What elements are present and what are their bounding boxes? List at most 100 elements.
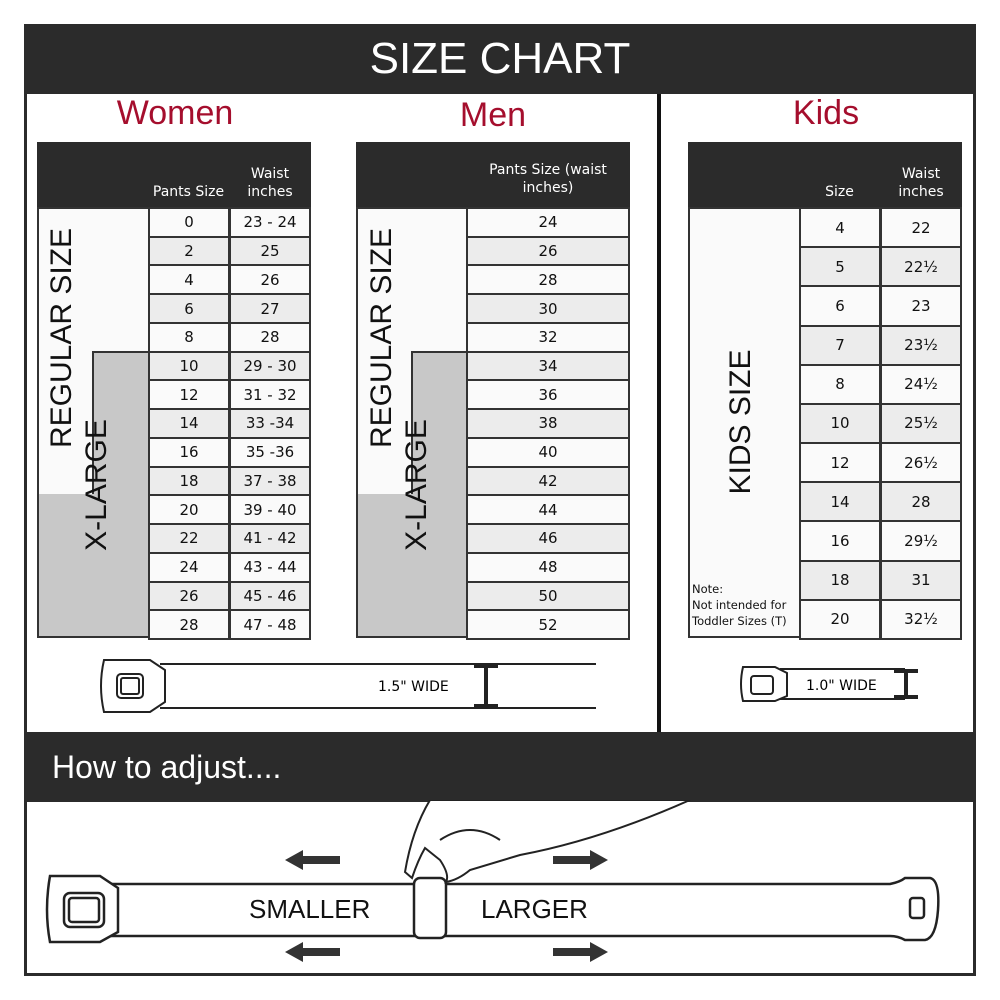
women-col-pants: Pants Size xyxy=(148,142,229,207)
larger-label: LARGER xyxy=(481,894,588,924)
note-text: Not intended for Toddler Sizes (T) xyxy=(692,598,787,628)
note-title: Note: xyxy=(692,582,724,596)
men-pants-size-cell: 32 xyxy=(466,321,630,353)
kids-size-cell: 6 xyxy=(799,285,881,327)
divider xyxy=(657,94,661,732)
men-pants-size-cell: 30 xyxy=(466,293,630,324)
women-waist-cell: 37 - 38 xyxy=(229,465,311,497)
men-pants-size-cell: 36 xyxy=(466,379,630,411)
men-xlarge-label: X-LARGE xyxy=(400,419,433,551)
kids-waist-cell: 31 xyxy=(880,559,962,601)
kids-belt-width: 1.0" WIDE xyxy=(806,678,877,694)
women-pants-size-cell: 0 xyxy=(148,207,230,238)
kids-note: Note: Not intended for Toddler Sizes (T) xyxy=(692,581,800,629)
women-waist-cell: 26 xyxy=(229,264,311,296)
kids-size-label: KIDS SIZE xyxy=(724,349,757,495)
women-waist-cell: 41 - 42 xyxy=(229,523,311,554)
arrow-right-icon xyxy=(553,850,608,870)
women-pants-size-cell: 20 xyxy=(148,494,230,526)
kids-waist-cell: 23 xyxy=(880,285,962,327)
kids-heading: Kids xyxy=(792,94,860,132)
kids-size-cell: 7 xyxy=(799,324,881,366)
women-waist-cell: 29 - 30 xyxy=(229,350,311,382)
women-pants-size-cell: 26 xyxy=(148,580,230,612)
women-pants-size-cell: 28 xyxy=(148,609,230,640)
kids-waist-cell: 22½ xyxy=(880,246,962,288)
belt-illustrations xyxy=(100,659,918,713)
men-pants-size-cell: 28 xyxy=(466,264,630,296)
kids-waist-cell: 24½ xyxy=(880,363,962,405)
kids-waist-cell: 28 xyxy=(880,481,962,523)
women-regular-label: REGULAR SIZE xyxy=(45,227,78,448)
men-col-pants: Pants Size (waist inches) xyxy=(466,142,630,207)
women-waist-cell: 23 - 24 xyxy=(229,207,311,238)
women-pants-size-cell: 18 xyxy=(148,465,230,497)
kids-waist-cell: 25½ xyxy=(880,402,962,445)
kids-size-cell: 8 xyxy=(799,363,881,405)
kids-waist-cell: 29½ xyxy=(880,520,962,562)
men-pants-size-cell: 48 xyxy=(466,551,630,583)
men-pants-size-cell: 50 xyxy=(466,580,630,612)
arrow-left-icon xyxy=(285,942,340,962)
adjust-illustration xyxy=(45,800,940,962)
women-pants-size-cell: 12 xyxy=(148,379,230,411)
men-pants-size-cell: 34 xyxy=(466,350,630,382)
women-pants-size-cell: 2 xyxy=(148,235,230,267)
kids-size-cell: 20 xyxy=(799,598,881,640)
kids-size-cell: 10 xyxy=(799,402,881,445)
adult-belt-width: 1.5" WIDE xyxy=(378,679,449,695)
women-pants-size-cell: 8 xyxy=(148,321,230,353)
women-waist-cell: 28 xyxy=(229,321,311,353)
women-col-waist: Waist inches xyxy=(229,142,311,207)
adjust-heading: How to adjust.... xyxy=(24,732,976,802)
women-waist-cell: 35 -36 xyxy=(229,436,311,468)
kids-col-size: Size xyxy=(799,142,880,207)
women-waist-cell: 33 -34 xyxy=(229,408,311,439)
women-waist-cell: 45 - 46 xyxy=(229,580,311,612)
women-waist-cell: 27 xyxy=(229,293,311,324)
kids-size-cell: 5 xyxy=(799,246,881,288)
kids-waist-cell: 32½ xyxy=(880,598,962,640)
kids-waist-cell: 22 xyxy=(880,207,962,249)
men-pants-size-cell: 46 xyxy=(466,523,630,554)
men-pants-size-cell: 26 xyxy=(466,235,630,267)
women-pants-size-cell: 22 xyxy=(148,523,230,554)
hand-icon xyxy=(403,800,691,884)
men-xlarge-panel-lower xyxy=(356,494,468,638)
kids-size-cell: 4 xyxy=(799,207,881,249)
women-waist-cell: 25 xyxy=(229,235,311,267)
women-pants-size-cell: 16 xyxy=(148,436,230,468)
men-pants-size-cell: 24 xyxy=(466,207,630,238)
arrow-left-icon xyxy=(285,850,340,870)
belt-icon-kids xyxy=(740,666,918,702)
women-pants-size-cell: 24 xyxy=(148,551,230,583)
men-regular-label: REGULAR SIZE xyxy=(365,227,398,448)
women-waist-cell: 43 - 44 xyxy=(229,551,311,583)
men-pants-size-cell: 52 xyxy=(466,609,630,640)
women-heading: Women xyxy=(116,94,234,132)
kids-size-cell: 16 xyxy=(799,520,881,562)
belt-icon-large xyxy=(45,874,940,944)
kids-waist-cell: 23½ xyxy=(880,324,962,366)
men-pants-size-cell: 42 xyxy=(466,465,630,497)
women-pants-size-cell: 4 xyxy=(148,264,230,296)
kids-waist-cell: 26½ xyxy=(880,442,962,484)
men-pants-size-cell: 38 xyxy=(466,408,630,439)
kids-size-cell: 14 xyxy=(799,481,881,523)
kids-col-waist: Waist inches xyxy=(880,142,962,207)
kids-size-cell: 12 xyxy=(799,442,881,484)
smaller-label: SMALLER xyxy=(249,894,371,924)
belt-icon-adult xyxy=(100,659,596,713)
women-waist-cell: 39 - 40 xyxy=(229,494,311,526)
arrow-right-icon xyxy=(553,942,608,962)
women-waist-cell: 31 - 32 xyxy=(229,379,311,411)
women-pants-size-cell: 14 xyxy=(148,408,230,439)
women-waist-cell: 47 - 48 xyxy=(229,609,311,640)
men-heading: Men xyxy=(459,96,527,134)
women-xlarge-label: X-LARGE xyxy=(80,419,113,551)
women-pants-size-cell: 6 xyxy=(148,293,230,324)
men-pants-size-cell: 44 xyxy=(466,494,630,526)
kids-size-cell: 18 xyxy=(799,559,881,601)
page-title: SIZE CHART xyxy=(24,24,976,94)
men-pants-size-cell: 40 xyxy=(466,436,630,468)
